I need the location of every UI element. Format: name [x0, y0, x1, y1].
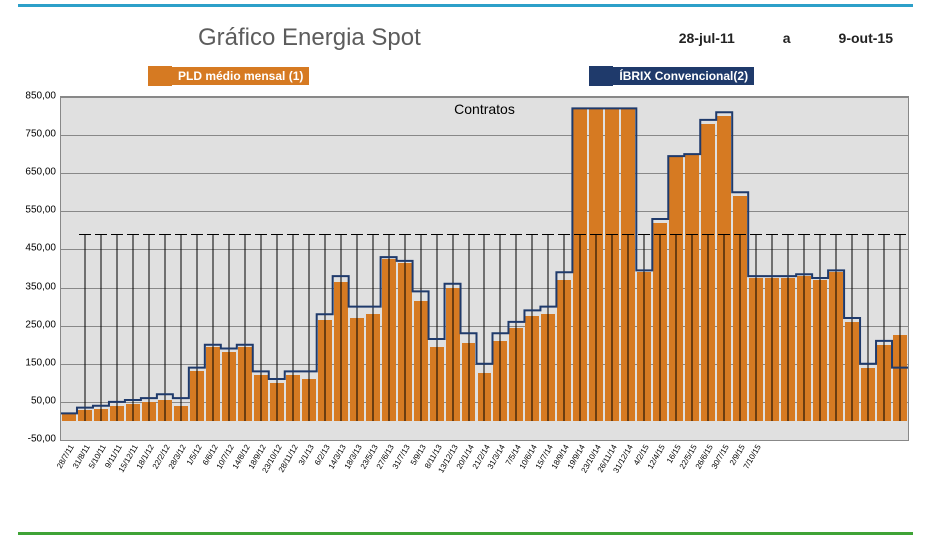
y-tick-label: 150,00 — [25, 357, 56, 368]
y-tick-label: 250,00 — [25, 319, 56, 330]
bar — [892, 97, 908, 440]
legend-swatch-ibrix — [589, 66, 613, 86]
y-tick-label: 750,00 — [25, 129, 56, 140]
y-tick-label: 350,00 — [25, 281, 56, 292]
bar — [173, 97, 189, 440]
bar — [461, 97, 477, 440]
bar — [301, 97, 317, 440]
bar — [285, 97, 301, 440]
bar — [652, 97, 668, 440]
bar — [540, 97, 556, 440]
bar — [556, 97, 572, 440]
bar — [876, 97, 892, 440]
bar — [844, 97, 860, 440]
bar — [780, 97, 796, 440]
chart-frame: -50,00 50,00 150,00 250,00 350,00 450,00 550,0… — [18, 96, 913, 486]
legend-item-ibrix: ÍBRIX Convencional(2) — [589, 66, 754, 86]
legend-swatch-pld — [148, 66, 172, 86]
bar — [237, 97, 253, 440]
bar — [636, 97, 652, 440]
bar — [668, 97, 684, 440]
bar — [61, 97, 77, 440]
bar — [157, 97, 173, 440]
bar — [205, 97, 221, 440]
legend: PLD médio mensal (1) ÍBRIX Convencional(… — [18, 66, 913, 86]
legend-item-pld: PLD médio mensal (1) — [148, 66, 309, 86]
bar — [620, 97, 636, 440]
legend-label-pld: PLD médio mensal (1) — [172, 67, 309, 85]
y-tick-label: 550,00 — [25, 205, 56, 216]
date-from: 28-jul-11 — [679, 30, 735, 46]
bar — [253, 97, 269, 440]
top-rule — [18, 4, 913, 7]
plot-area: Contratos — [60, 96, 909, 441]
bar — [109, 97, 125, 440]
header: Gráfico Energia Spot 28-jul-11 a 9-out-1… — [18, 24, 913, 52]
bar — [812, 97, 828, 440]
bar — [269, 97, 285, 440]
bar — [508, 97, 524, 440]
x-axis: 28/7/1131/8/115/10/119/11/1115/12/1118/1… — [60, 441, 909, 486]
bar — [828, 97, 844, 440]
bar — [477, 97, 493, 440]
bar — [317, 97, 333, 440]
bar — [492, 97, 508, 440]
bar — [860, 97, 876, 440]
bar — [93, 97, 109, 440]
bar — [365, 97, 381, 440]
bar — [141, 97, 157, 440]
bars-layer — [61, 97, 908, 440]
bar — [588, 97, 604, 440]
y-tick-label: 450,00 — [25, 243, 56, 254]
bottom-rule — [18, 532, 913, 535]
date-range: 28-jul-11 a 9-out-15 — [679, 30, 913, 46]
y-tick-label: -50,00 — [28, 434, 56, 445]
bar — [524, 97, 540, 440]
bar — [700, 97, 716, 440]
bar — [381, 97, 397, 440]
bar — [429, 97, 445, 440]
bar — [748, 97, 764, 440]
bar — [77, 97, 93, 440]
date-to: 9-out-15 — [839, 30, 893, 46]
chart-title: Gráfico Energia Spot — [198, 24, 421, 52]
bar — [684, 97, 700, 440]
bar — [333, 97, 349, 440]
bar — [349, 97, 365, 440]
bar — [764, 97, 780, 440]
legend-label-ibrix: ÍBRIX Convencional(2) — [613, 67, 754, 85]
y-tick-label: 50,00 — [31, 395, 56, 406]
bar — [732, 97, 748, 440]
y-tick-label: 650,00 — [25, 167, 56, 178]
bar — [445, 97, 461, 440]
bar — [125, 97, 141, 440]
bar — [221, 97, 237, 440]
bar — [189, 97, 205, 440]
bar — [397, 97, 413, 440]
date-separator: a — [783, 30, 791, 46]
y-tick-label: 850,00 — [25, 91, 56, 102]
bar — [796, 97, 812, 440]
bar — [413, 97, 429, 440]
bar — [572, 97, 588, 440]
bar — [604, 97, 620, 440]
y-axis: -50,0050,00150,00250,00350,00450,00550,0… — [18, 96, 60, 441]
bar — [716, 97, 732, 440]
